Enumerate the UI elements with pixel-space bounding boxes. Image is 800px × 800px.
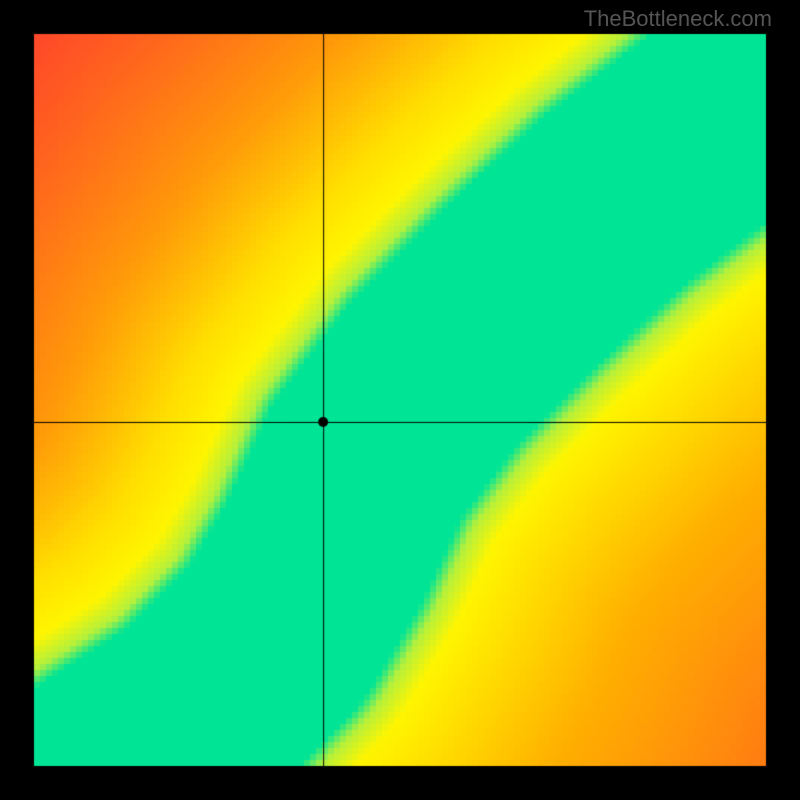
watermark-label: TheBottleneck.com [584, 6, 772, 32]
bottleneck-heatmap [0, 0, 800, 800]
chart-container: TheBottleneck.com [0, 0, 800, 800]
